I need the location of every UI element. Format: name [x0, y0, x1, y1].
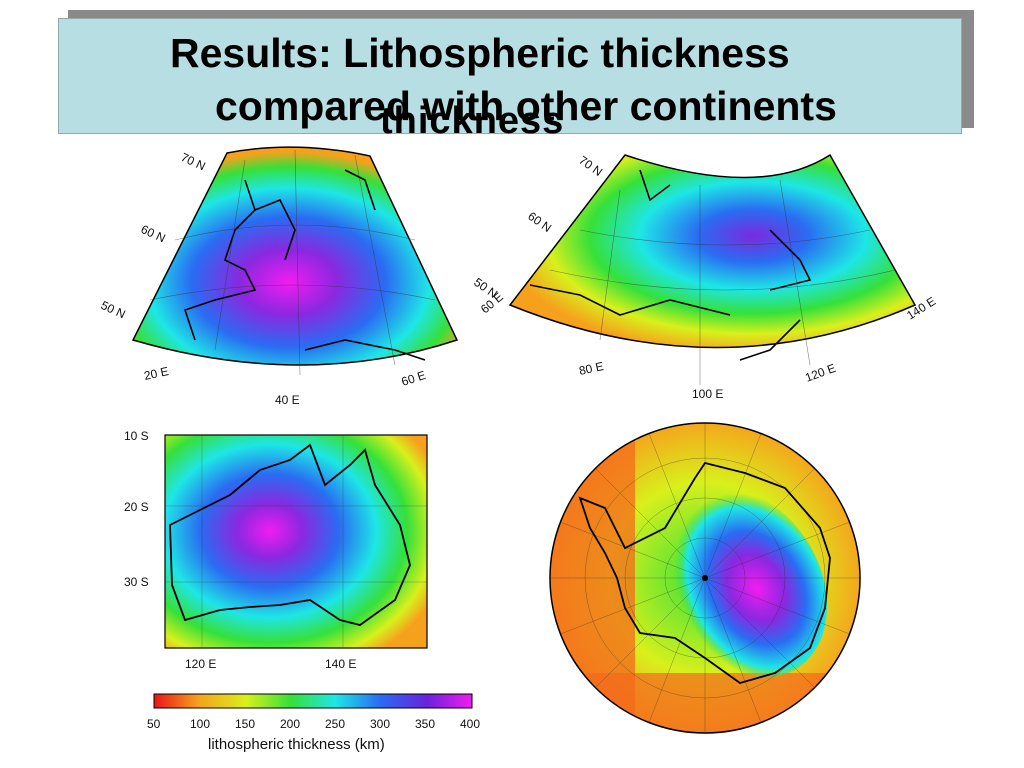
asia-coastlines	[529, 169, 812, 361]
asia-lon-label: 80 E	[578, 359, 605, 378]
title-box	[58, 18, 962, 134]
colorbar-tick: 100	[190, 717, 211, 731]
australia-map-area	[164, 434, 428, 649]
australia-lon-label: 140 E	[325, 657, 356, 671]
colorbar	[153, 693, 473, 709]
europe-lon-label: 20 E	[143, 364, 170, 383]
australia-lat-label: 30 S	[124, 575, 149, 589]
europe-map-area	[131, 146, 459, 366]
colorbar-tick: 200	[280, 717, 301, 731]
australia-lon-label: 120 E	[185, 657, 216, 671]
colorbar-tick: 150	[235, 717, 256, 731]
europe-lat-label: 70 N	[179, 150, 208, 173]
colorbar-tick: 50	[147, 717, 161, 731]
europe-map: 70 N 60 N 50 N 20 E 40 E 60 E	[99, 146, 459, 407]
europe-coastlines	[183, 169, 426, 361]
antarctica-coastline	[578, 461, 831, 684]
asia-lat-label: 60 N	[525, 209, 554, 235]
colorbar-gradient	[153, 693, 473, 709]
asia-lon-label: 120 E	[803, 361, 837, 385]
australia-map: 10 S 20 S 30 S 120 E 140 E	[124, 429, 428, 671]
colorbar-title: lithospheric thickness (km)	[208, 736, 385, 753]
asia-map: 70 N 60 N 50 N 60 E 80 E 100 E 120 E 140…	[471, 153, 938, 401]
asia-lat-label: 70 N	[576, 153, 605, 179]
australia-lat-label: 10 S	[124, 429, 149, 443]
slide-title-line2: compared with other continents	[215, 83, 837, 129]
australia-lat-label: 20 S	[124, 500, 149, 514]
asia-lon-label: 100 E	[692, 387, 723, 401]
colorbar-tick: 350	[415, 717, 436, 731]
asia-map-area	[508, 153, 917, 349]
europe-lat-label: 60 N	[139, 222, 168, 245]
slide-title-line1: Results: Lithospheric thickness	[170, 30, 790, 76]
antarctica-map	[549, 422, 861, 734]
ghost-title-text: thickness	[380, 100, 565, 142]
colorbar-tick: 400	[460, 717, 481, 731]
europe-lon-label: 60 E	[400, 368, 428, 389]
colorbar-tick: 300	[370, 717, 391, 731]
europe-lon-label: 40 E	[275, 393, 300, 407]
colorbar-tick: 250	[325, 717, 346, 731]
australia-coastline	[169, 443, 411, 626]
europe-lat-label: 50 N	[99, 298, 128, 321]
